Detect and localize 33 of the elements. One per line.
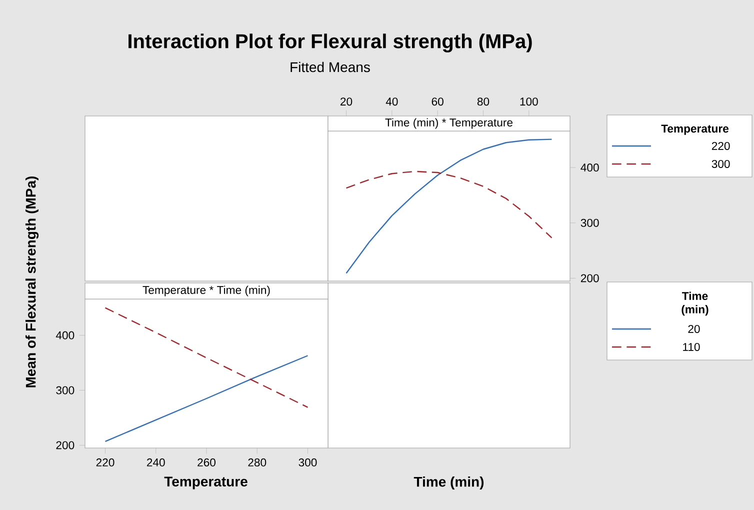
line-series [104, 307, 308, 408]
y-tick-label: 400 [580, 164, 599, 172]
text: 110 [683, 342, 700, 351]
line-series [104, 355, 308, 442]
legend-title: Time (min) [682, 292, 708, 316]
y-tick-label: 300 [580, 218, 599, 227]
text: Mean of Flexural strength (MPa) [25, 176, 39, 388]
line-series [346, 138, 552, 274]
x-tick-label: 40 [386, 98, 398, 106]
text: 300 [712, 160, 730, 168]
x-axis-title: Time (min) [414, 476, 484, 490]
x-tick-label: 300 [298, 458, 317, 466]
x-tick-label: 80 [477, 98, 490, 106]
text: Time (min) * Temperature [385, 118, 513, 129]
y-tick-label: 300 [56, 386, 74, 394]
x-tick-label: 60 [432, 98, 444, 106]
text: Fitted Means [290, 62, 370, 72]
text: 220 [712, 142, 730, 150]
x-tick-label: 20 [340, 98, 352, 106]
y-tick-label: 400 [56, 331, 74, 340]
text: Temperature * Time (min) [142, 286, 270, 296]
x-tick-label: 100 [520, 98, 538, 106]
x-tick-label: 240 [146, 458, 165, 466]
legend-title: Temperature [661, 124, 729, 135]
x-tick-label: 260 [198, 458, 216, 466]
text: Interaction Plot for Flexural strength (MPa) [128, 34, 532, 52]
x-tick-label: 220 [96, 458, 114, 466]
line-series [346, 170, 552, 238]
text: 20 [688, 324, 700, 333]
x-tick-label: 280 [248, 458, 266, 466]
x-axis-title: Temperature [164, 476, 248, 490]
y-tick-label: 200 [580, 274, 599, 282]
y-tick-label: 200 [56, 441, 74, 450]
